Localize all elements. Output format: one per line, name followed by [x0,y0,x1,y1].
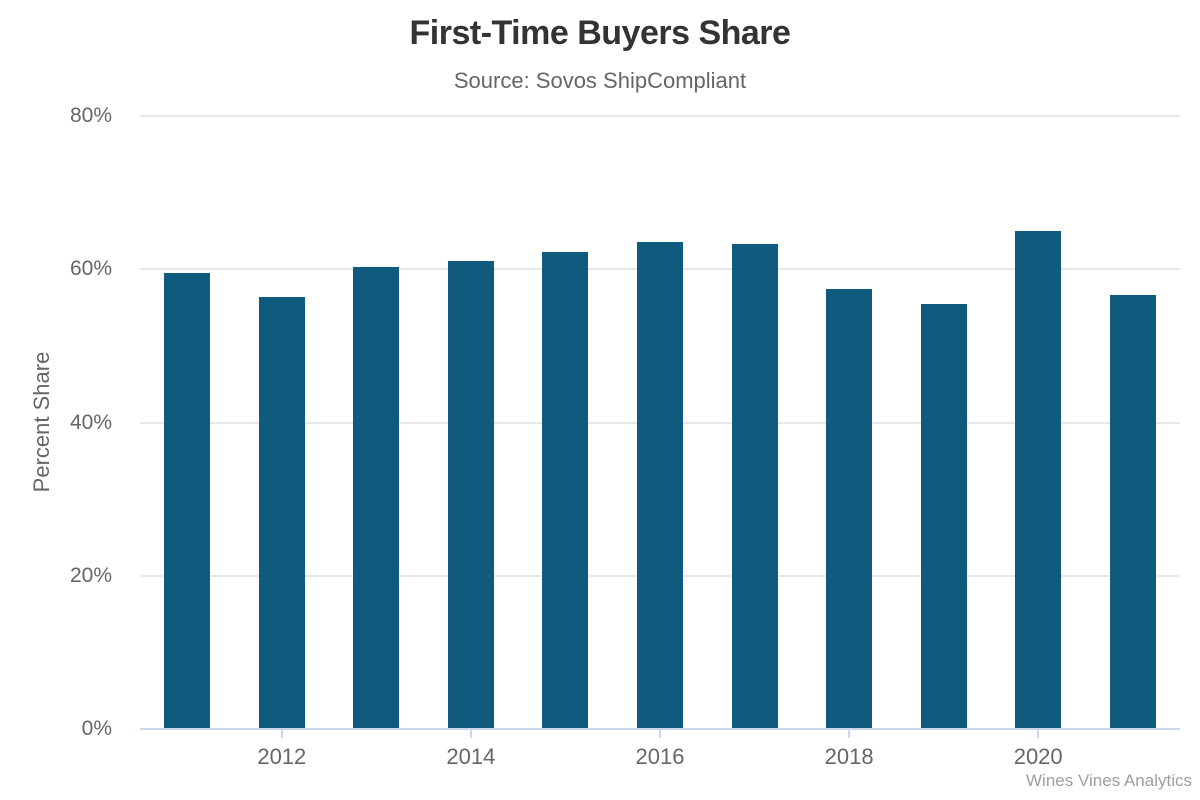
bar-2015 [542,252,589,729]
x-tick-label-2014: 2014 [446,744,496,769]
bar-slot-2017 [707,116,802,729]
bar-slot-2016 [613,116,708,729]
gridline-80 [140,115,1180,117]
bar-2018 [826,289,873,729]
y-tick-label-60%: 60% [69,257,112,281]
bar-2011 [164,273,211,729]
credit-label: Wines Vines Analytics [1026,771,1192,790]
y-tick-label-20%: 20% [69,563,112,587]
bar-2016 [637,241,683,729]
bar-slot-2011 [140,116,235,729]
x-slot-2012: 2012 [235,730,330,790]
bar-2021 [1109,294,1156,729]
x-tick-label-2018: 2018 [824,744,874,769]
bar-slot-2013 [329,116,424,729]
x-axis-labels: 2012 2014 2016 2018 2020 [140,730,1180,790]
bar-2017 [731,243,778,729]
x-slot-2011 [140,730,235,790]
bar-2013 [353,266,400,729]
bar-slot-2018 [802,116,897,729]
bar-slot-2019 [896,116,991,729]
x-tick-label-2016: 2016 [635,744,685,769]
bar-slot-2014 [424,116,519,729]
bar-2019 [920,303,967,729]
x-slot-2016: 2016 [613,730,708,790]
x-slot-2020: 2020 [991,730,1086,790]
y-tick-label-0%: 0% [81,717,112,740]
y-tick-label-40%: 40% [69,410,112,434]
bar-2020 [1015,230,1062,729]
tick-mark-2016 [659,730,661,738]
chart-title: First-Time Buyers Share [409,14,791,52]
x-slot-2017 [707,730,802,790]
x-slot-2019 [896,730,991,790]
bar-2012 [258,296,305,729]
bars-container [140,116,1180,729]
bar-slot-2012 [235,116,330,729]
x-tick-label-2020: 2020 [1013,744,1063,769]
y-tick-label-80%: 80% [69,104,112,127]
x-slot-2018: 2018 [802,730,897,790]
y-axis-labels: 0% 20% 40% 60% 80% [0,0,112,800]
tick-mark-2014 [469,730,472,738]
tick-mark-2012 [280,730,283,738]
chart-subtitle: Source: Sovos ShipCompliant [453,68,747,93]
tick-mark-2018 [848,730,851,738]
x-slot-2014: 2014 [424,730,519,790]
bar-slot-2020 [991,116,1086,729]
bar-2014 [447,260,494,729]
x-slot-2015 [518,730,613,790]
tick-mark-2020 [1037,730,1040,738]
bar-slot-2021 [1085,116,1180,729]
x-tick-label-2012: 2012 [257,744,307,769]
plot-area [140,115,1180,730]
bar-slot-2015 [518,116,613,729]
x-slot-2013 [329,730,424,790]
x-axis-line [140,728,1180,730]
